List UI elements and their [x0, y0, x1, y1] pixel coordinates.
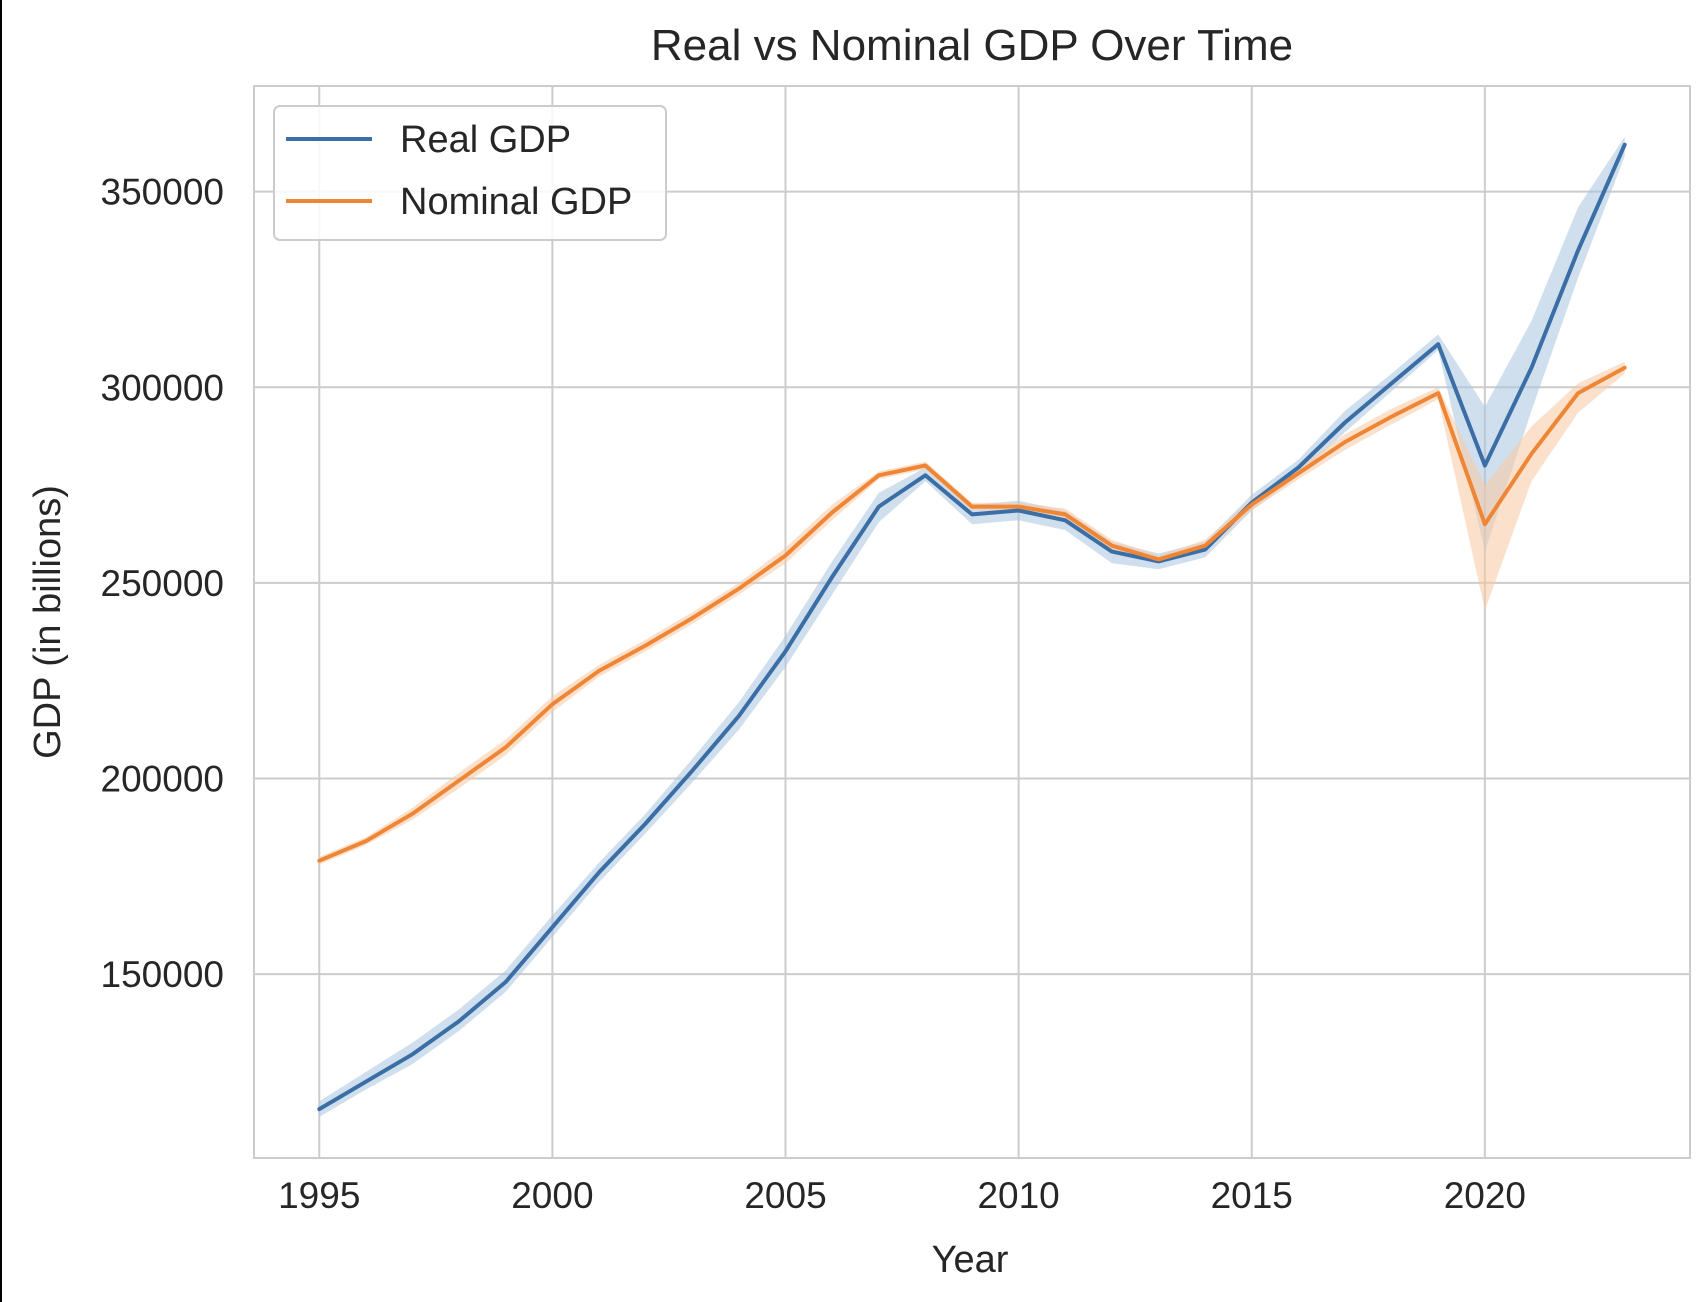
x-tick-label-2015: 2015: [1211, 1175, 1293, 1216]
y-axis-label: GDP (in billions): [27, 485, 69, 759]
chart-title: Real vs Nominal GDP Over Time: [651, 21, 1293, 70]
y-tick-labels: 150000 200000 250000 300000 350000: [101, 172, 224, 995]
x-tick-label-2000: 2000: [511, 1175, 593, 1216]
plot-border: [253, 85, 1691, 1159]
band-nominal-gdp: [319, 361, 1625, 865]
series-lines: [317, 142, 1627, 1112]
x-tick-labels: 1995 2000 2005 2010 2015 2020: [278, 1175, 1526, 1216]
line-real-gdp: [317, 142, 1627, 1112]
y-tick-label-250000: 250000: [101, 563, 224, 604]
y-tick-label-200000: 200000: [101, 758, 224, 799]
y-tick-label-350000: 350000: [101, 172, 224, 213]
x-tick-label-2020: 2020: [1444, 1175, 1526, 1216]
legend-label-real-gdp: Real GDP: [400, 119, 571, 161]
grid: [254, 86, 1690, 1158]
x-tick-label-2010: 2010: [977, 1175, 1059, 1216]
y-tick-label-300000: 300000: [101, 367, 224, 408]
x-tick-label-1995: 1995: [278, 1175, 360, 1216]
band-real-gdp: [319, 136, 1625, 1117]
y-tick-label-150000: 150000: [101, 954, 224, 995]
line-nominal-gdp: [317, 365, 1627, 863]
legend: Real GDP Nominal GDP: [273, 105, 667, 241]
legend-label-nominal-gdp: Nominal GDP: [400, 181, 632, 223]
confidence-bands: [319, 136, 1625, 1117]
x-axis-label: Year: [932, 1239, 1009, 1281]
x-tick-label-2005: 2005: [744, 1175, 826, 1216]
